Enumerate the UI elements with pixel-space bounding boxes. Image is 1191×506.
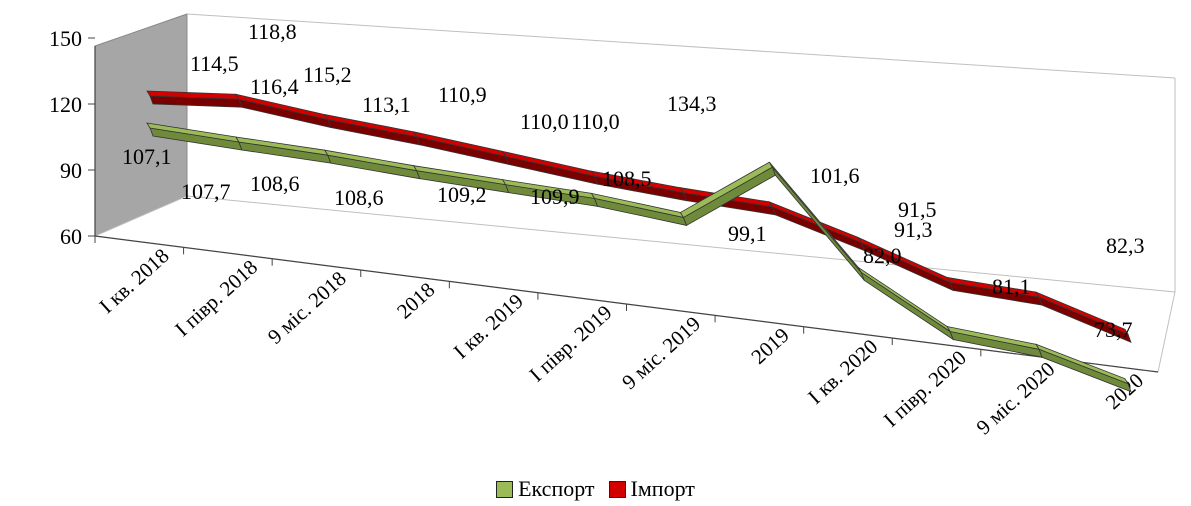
x-tick-label: 9 міс. 2019	[617, 312, 705, 395]
data-labels: 114,5 118,8 116,4 115,2 113,1 110,9 110,0 110,0…	[122, 19, 1145, 342]
export-ribbon	[146, 122, 1132, 393]
data-label-export: 109,2	[437, 182, 487, 207]
y-tick-label: 150	[49, 26, 82, 51]
y-axis-ticks: 60 90 120 150	[49, 26, 95, 249]
series-ribbons	[146, 90, 1132, 393]
x-tick-label: I півр. 2019	[525, 300, 617, 386]
import-ribbon-segment-top	[1035, 291, 1129, 336]
x-tick-label: 2019	[746, 323, 793, 369]
chart-walls	[93, 13, 1176, 373]
data-label-export: 99,1	[728, 221, 767, 246]
data-label-import: 110,0	[571, 109, 620, 134]
export-ribbon-segment-top	[1035, 343, 1129, 385]
x-tick-label: I кв. 2019	[449, 289, 528, 364]
data-label-export: 107,1	[122, 144, 172, 169]
data-label-import: 118,8	[248, 19, 297, 44]
legend-label-export: Експорт	[518, 476, 595, 501]
y-tick-label: 90	[60, 158, 82, 183]
back-wall-top-edge	[186, 13, 1176, 79]
data-label-import: 110,9	[438, 82, 487, 107]
data-label-export: 82,0	[863, 243, 902, 268]
data-label-export: 108,6	[250, 171, 300, 196]
data-label-import: 116,4	[250, 74, 299, 99]
x-tick-label: I кв. 2018	[95, 244, 174, 319]
legend: Експорт Імпорт	[0, 476, 1191, 502]
x-tick-label: I кв. 2020	[803, 334, 882, 409]
legend-swatch-import	[608, 480, 626, 498]
data-label-import: 115,2	[303, 62, 352, 87]
x-tick-label: I півр. 2018	[170, 255, 262, 341]
data-label-export: 108,5	[602, 166, 652, 191]
data-label-import: 101,6	[810, 163, 860, 188]
data-label-import: 91,5	[898, 197, 937, 222]
data-label-export: 109,9	[530, 184, 580, 209]
data-label-import: 114,5	[190, 51, 239, 76]
data-label-export: 107,7	[181, 179, 231, 204]
data-label-import: 110,0	[520, 109, 569, 134]
data-label-export: 73,7	[1094, 317, 1133, 342]
legend-item-export: Експорт	[496, 476, 595, 502]
x-tick-label: 2018	[392, 278, 439, 324]
x-tick-label: 9 міс. 2018	[263, 266, 351, 349]
data-label-export: 108,6	[334, 185, 384, 210]
legend-label-import: Імпорт	[630, 476, 695, 501]
data-label-import: 82,3	[1106, 233, 1145, 258]
data-label-export: 81,1	[992, 274, 1031, 299]
y-tick-label: 120	[49, 92, 82, 117]
data-label-import: 91,3	[894, 217, 933, 242]
legend-item-import: Імпорт	[608, 476, 695, 502]
legend-swatch-export	[496, 480, 514, 498]
import-ribbon-segment-side	[771, 206, 865, 252]
data-label-import: 113,1	[362, 92, 411, 117]
x-tick-label: 9 міс. 2020	[972, 357, 1060, 440]
y-tick-label: 60	[60, 224, 82, 249]
data-label-export: 134,3	[667, 91, 717, 116]
x-tick-label: I півр. 2020	[879, 346, 971, 432]
